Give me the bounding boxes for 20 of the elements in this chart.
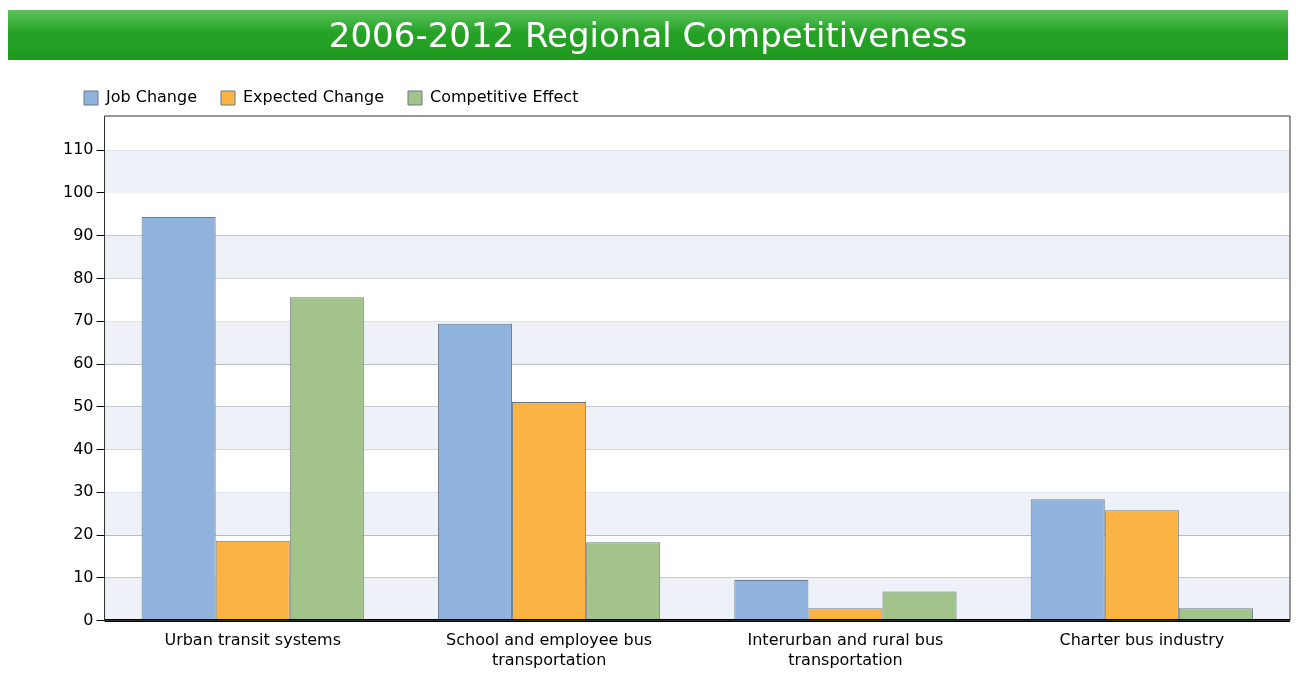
- x-tick-label: Urban transit systems: [164, 630, 342, 650]
- y-tick-label: 40: [73, 438, 94, 458]
- y-tick-label: 50: [73, 395, 94, 415]
- y-tick-label: 100: [62, 182, 94, 202]
- legend-label: Competitive Effect: [430, 87, 579, 107]
- y-tick-label: 70: [73, 310, 94, 330]
- y-tick-label: 10: [73, 566, 94, 586]
- y-tick-label: 80: [73, 267, 94, 287]
- legend-label: Expected Change: [243, 87, 385, 107]
- y-tick-label: 110: [62, 139, 94, 159]
- chart-title: 2006-2012 Regional Competitiveness: [8, 10, 1288, 60]
- legend-label: Job Change: [105, 87, 198, 107]
- y-tick-label: 30: [73, 481, 94, 501]
- x-tick-label: Interurban and rural bus transportation: [747, 630, 944, 669]
- x-tick-label: Charter bus industry: [1059, 630, 1225, 650]
- y-tick-label: 60: [73, 353, 94, 373]
- x-tick-label: School and employee bus transportation: [446, 630, 653, 669]
- y-tick-label: 20: [73, 524, 94, 544]
- y-tick-label: 0: [83, 609, 94, 629]
- y-tick-label: 90: [73, 224, 94, 244]
